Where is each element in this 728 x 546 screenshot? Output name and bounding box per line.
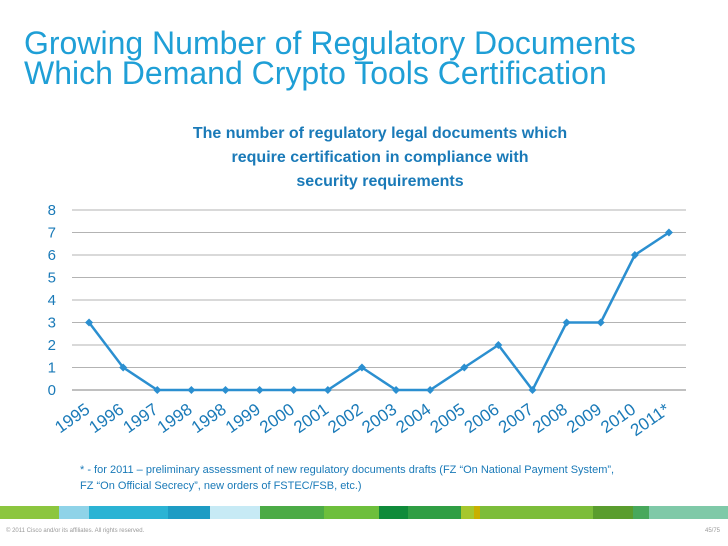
- color-bar-segment: [632, 506, 649, 519]
- data-point-marker: [426, 386, 435, 394]
- series-line: [88, 231, 670, 392]
- chart-title-line3: security requirements: [296, 173, 464, 190]
- color-bar-segment: [0, 506, 60, 519]
- x-tick-label: 2009: [563, 400, 605, 437]
- data-point-marker: [187, 386, 196, 394]
- y-tick-label: 4: [48, 292, 56, 309]
- data-point-marker: [494, 341, 503, 349]
- footnote-line1: * - for 2011 – preliminary assessment of…: [80, 464, 615, 476]
- data-point-marker: [323, 386, 332, 394]
- x-tick-label: 2008: [529, 400, 571, 437]
- data-point-marker: [664, 228, 673, 237]
- slide-title: Growing Number of Regulatory Documents W…: [24, 25, 714, 91]
- x-tick-label: 1996: [86, 400, 128, 437]
- color-bar-segment: [593, 506, 633, 519]
- color-bar-segment: [379, 506, 409, 519]
- color-bar-segment: [260, 506, 324, 519]
- color-bar-segment: [210, 506, 261, 519]
- y-tick-label: 7: [48, 225, 56, 242]
- chart-grid: [72, 209, 686, 391]
- x-tick-label: 2004: [393, 400, 435, 437]
- x-tick-label: 1998: [188, 400, 230, 437]
- y-tick-label: 6: [48, 247, 56, 264]
- x-tick-label: 1997: [120, 400, 162, 437]
- y-tick-label: 2: [48, 337, 56, 354]
- x-axis-ticks: 1995199619971998199819992000200120022003…: [51, 400, 673, 441]
- chart-title: The number of regulatory legal documents…: [80, 122, 680, 194]
- color-bar-segment: [461, 506, 475, 519]
- data-point-marker: [85, 318, 94, 327]
- data-point-marker: [119, 363, 128, 372]
- color-bar-segment: [323, 506, 380, 519]
- data-point-marker: [460, 363, 469, 372]
- color-bar-segment: [479, 506, 594, 519]
- slide-title-line1: Growing Number of Regulatory Documents: [24, 25, 636, 61]
- decorative-color-bar: [0, 506, 728, 519]
- data-point-marker: [153, 386, 162, 394]
- chart-title-line2: require certification in compliance with: [231, 149, 529, 166]
- data-point-marker: [392, 386, 401, 394]
- x-tick-label: 1999: [222, 400, 264, 437]
- color-bar-segment: [167, 506, 211, 519]
- color-bar-segment: [648, 506, 728, 519]
- y-tick-label: 0: [48, 382, 56, 399]
- slide-title-line2: Which Demand Crypto Tools Certification: [24, 55, 607, 91]
- footnote: * - for 2011 – preliminary assessment of…: [80, 462, 690, 494]
- x-tick-label: 2001: [290, 400, 332, 437]
- data-point-marker: [630, 251, 639, 259]
- color-bar-segment: [59, 506, 89, 519]
- x-tick-label: 2002: [324, 400, 366, 437]
- data-point-marker: [528, 386, 537, 394]
- y-tick-label: 1: [48, 360, 56, 377]
- x-tick-label: 2000: [256, 400, 298, 437]
- x-tick-label: 2005: [427, 400, 469, 437]
- x-tick-label: 2006: [461, 400, 503, 437]
- data-point-marker: [255, 386, 264, 394]
- x-tick-label: 2003: [358, 400, 400, 437]
- data-point-marker: [289, 386, 298, 394]
- x-tick-label: 2011*: [627, 400, 674, 441]
- footnote-line2: FZ “On Official Secrecy”, new orders of …: [80, 480, 362, 492]
- data-point-marker: [596, 318, 605, 327]
- color-bar-segment: [88, 506, 168, 519]
- x-tick-label: 1995: [51, 400, 93, 437]
- series-line-group: [85, 228, 673, 394]
- color-bar-segment: [408, 506, 462, 519]
- copyright-text: © 2011 Cisco and/or its affiliates. All …: [6, 528, 145, 534]
- x-tick-label: 1998: [154, 400, 196, 437]
- y-tick-label: 8: [48, 202, 56, 219]
- x-tick-label: 2007: [495, 400, 537, 437]
- data-point-marker: [562, 318, 571, 327]
- chart-title-line1: The number of regulatory legal documents…: [192, 125, 568, 142]
- page-number: 45/75: [704, 528, 720, 534]
- data-point-marker: [221, 386, 230, 394]
- color-bar-segment: [474, 506, 480, 519]
- y-tick-label: 5: [48, 270, 56, 287]
- y-tick-label: 3: [48, 315, 56, 332]
- data-point-marker: [357, 363, 366, 372]
- y-axis-ticks: 0 1 2 3 4 5 6 7 8: [48, 202, 56, 399]
